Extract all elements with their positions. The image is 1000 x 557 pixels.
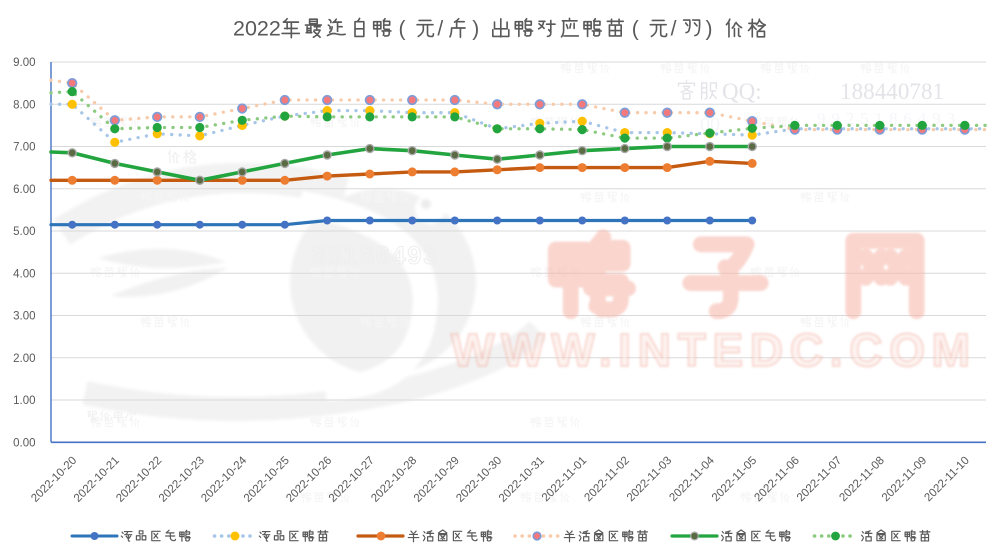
svg-text:): ) [472, 18, 479, 41]
svg-text:(: ( [632, 18, 639, 41]
svg-text:QQ:: QQ: [722, 79, 762, 104]
svg-text:7.00: 7.00 [13, 142, 35, 154]
svg-text:85186493: 85186493 [312, 242, 439, 270]
svg-text:2022: 2022 [233, 17, 281, 41]
svg-text:5.00: 5.00 [13, 226, 35, 238]
svg-text:9.00: 9.00 [13, 57, 35, 69]
svg-text:00: 00 [700, 114, 720, 136]
svg-text:2.00: 2.00 [13, 353, 35, 365]
svg-text:(: ( [399, 18, 406, 41]
svg-text:8.00: 8.00 [13, 99, 35, 111]
svg-text:/: / [437, 18, 443, 41]
svg-text:1.00: 1.00 [13, 395, 35, 407]
svg-text:6.00: 6.00 [13, 184, 35, 196]
svg-text:4.00: 4.00 [13, 268, 35, 280]
svg-text:0.00: 0.00 [13, 437, 35, 449]
svg-text:188440781: 188440781 [840, 79, 944, 104]
svg-text:): ) [706, 18, 713, 41]
svg-text:/: / [671, 18, 677, 41]
svg-text:3.00: 3.00 [13, 311, 35, 323]
